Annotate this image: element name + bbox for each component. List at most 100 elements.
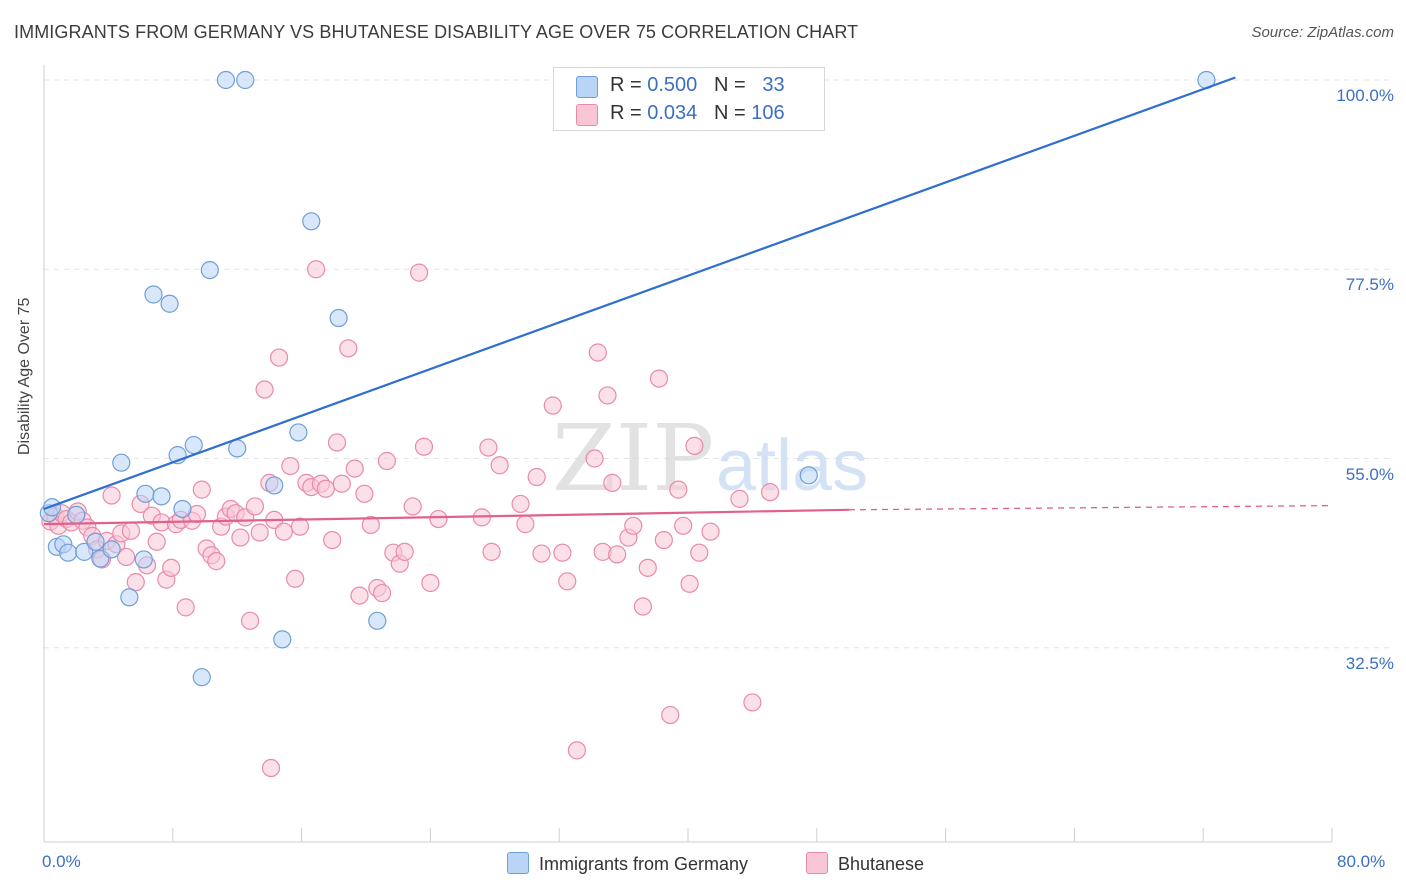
bhutanese-point-13 xyxy=(102,486,121,505)
chart-title: IMMIGRANTS FROM GERMANY VS BHUTANESE DIS… xyxy=(14,22,859,42)
germany-point-7 xyxy=(86,532,105,551)
y-tick-label-2: 77.5% xyxy=(1345,275,1394,295)
bhutanese-point-54 xyxy=(306,260,326,279)
n-label: N = xyxy=(713,102,752,124)
bhutanese-point-96 xyxy=(633,597,653,616)
bhutanese-point-101 xyxy=(669,480,688,499)
r-label: R = xyxy=(610,74,648,96)
bhutanese-point-77 xyxy=(479,438,498,457)
trend-lines xyxy=(43,76,1333,526)
bhutanese-point-63 xyxy=(355,484,374,503)
bhutanese-point-82 xyxy=(527,467,546,487)
bhutanese-point-28 xyxy=(176,598,195,617)
bhutanese-point-78 xyxy=(482,542,501,561)
y-axis-label: Disability Age Over 75 xyxy=(16,297,33,455)
germany-point-12 xyxy=(134,550,153,569)
bhutanese-point-86 xyxy=(558,572,577,591)
bhutanese-point-80 xyxy=(511,494,530,514)
germany-point-21 xyxy=(200,260,219,280)
trend-line-bhutanese-extension xyxy=(848,504,1333,511)
bhutanese-point-57 xyxy=(323,530,342,550)
r-value: 0.500 xyxy=(647,74,698,96)
bhutanese-point-22 xyxy=(147,532,166,551)
axes xyxy=(43,65,1333,843)
bhutanese-point-70 xyxy=(395,542,414,561)
watermark: ZIP atlas xyxy=(552,405,868,512)
legend-text-bhutanese: R = 0.034 N = 106 xyxy=(610,102,785,125)
germany-point-4 xyxy=(59,543,78,562)
bhutanese-point-18 xyxy=(126,573,145,592)
germany-point-6 xyxy=(75,542,94,561)
bhutanese-point-100 xyxy=(661,705,680,725)
bhutanese-point-17 xyxy=(121,521,141,540)
germany-point-30 xyxy=(368,611,387,630)
bhutanese-point-102 xyxy=(674,516,693,535)
bhutanese-point-89 xyxy=(588,343,607,362)
bhutanese-point-59 xyxy=(332,474,351,493)
germany-point-19 xyxy=(184,435,203,455)
legend-swatch-germany xyxy=(576,76,598,98)
bhutanese-point-31 xyxy=(192,480,211,499)
source-note: Source: ZipAtlas.com xyxy=(1251,24,1394,41)
bhutanese-point-16 xyxy=(117,547,136,567)
bhutanese-point-51 xyxy=(290,517,310,536)
bottom-legend-label-germany: Immigrants from Germany xyxy=(539,854,749,874)
germany-point-14 xyxy=(144,285,163,304)
bhutanese-point-58 xyxy=(327,433,347,452)
watermark-zip: ZIP xyxy=(552,405,714,512)
bhutanese-point-91 xyxy=(598,386,617,405)
bhutanese-point-108 xyxy=(743,693,762,712)
germany-point-22 xyxy=(216,70,236,90)
bhutanese-point-43 xyxy=(250,523,269,542)
bhutanese-point-50 xyxy=(286,569,305,588)
bhutanese-point-72 xyxy=(410,263,429,282)
bhutanese-point-56 xyxy=(316,479,335,498)
bottom-legend-swatch-bhutanese xyxy=(806,852,828,874)
germany-point-9 xyxy=(102,540,121,559)
germany-point-27 xyxy=(289,423,308,442)
legend-swatch-bhutanese xyxy=(576,104,598,126)
bhutanese-point-97 xyxy=(638,558,657,577)
bhutanese-point-99 xyxy=(654,530,673,550)
n-label: N = xyxy=(713,74,752,96)
germany-point-23 xyxy=(228,439,247,458)
trend-line-germany xyxy=(43,76,1236,511)
bhutanese-point-98 xyxy=(649,369,669,388)
germany-point-5 xyxy=(67,505,86,524)
bottom-legend-bhutanese: Bhutanese xyxy=(806,852,924,875)
bhutanese-point-64 xyxy=(361,515,380,535)
r-value: 0.034 xyxy=(647,102,698,124)
bhutanese-point-71 xyxy=(403,497,422,516)
n-value: 106 xyxy=(751,102,785,124)
bottom-legend-swatch-germany xyxy=(507,852,529,874)
y-tick-label-0: 32.5% xyxy=(1345,653,1394,673)
bhutanese-point-66 xyxy=(373,583,392,603)
bhutanese-point-103 xyxy=(680,574,699,593)
bhutanese-point-44 xyxy=(255,380,274,399)
germany-point-16 xyxy=(160,294,179,313)
bottom-legend-germany: Immigrants from Germany xyxy=(507,852,748,875)
trend-line-bhutanese xyxy=(43,508,850,526)
bhutanese-point-106 xyxy=(701,522,720,541)
bhutanese-point-104 xyxy=(685,436,704,455)
bhutanese-point-83 xyxy=(532,544,551,563)
germany-point-26 xyxy=(273,630,292,649)
bhutanese-point-73 xyxy=(414,437,434,456)
bhutanese-point-92 xyxy=(603,473,622,492)
germany-point-13 xyxy=(136,484,155,503)
germany-point-15 xyxy=(152,487,171,506)
bhutanese-point-41 xyxy=(240,611,260,630)
germany-point-18 xyxy=(173,499,192,519)
bhutanese-point-110 xyxy=(261,758,281,778)
correlation-legend: R = 0.500 N = 33 R = 0.034 N = 106 xyxy=(553,67,825,131)
germany-point-28 xyxy=(302,212,321,231)
bhutanese-point-47 xyxy=(269,348,289,367)
x-tick-max: 80.0% xyxy=(1337,852,1386,871)
bhutanese-point-25 xyxy=(162,558,181,577)
bhutanese-point-62 xyxy=(350,586,369,605)
bhutanese-point-109 xyxy=(761,483,780,502)
bhutanese-point-93 xyxy=(608,545,627,564)
bhutanese-point-105 xyxy=(690,543,709,562)
germany-point-10 xyxy=(112,453,131,472)
